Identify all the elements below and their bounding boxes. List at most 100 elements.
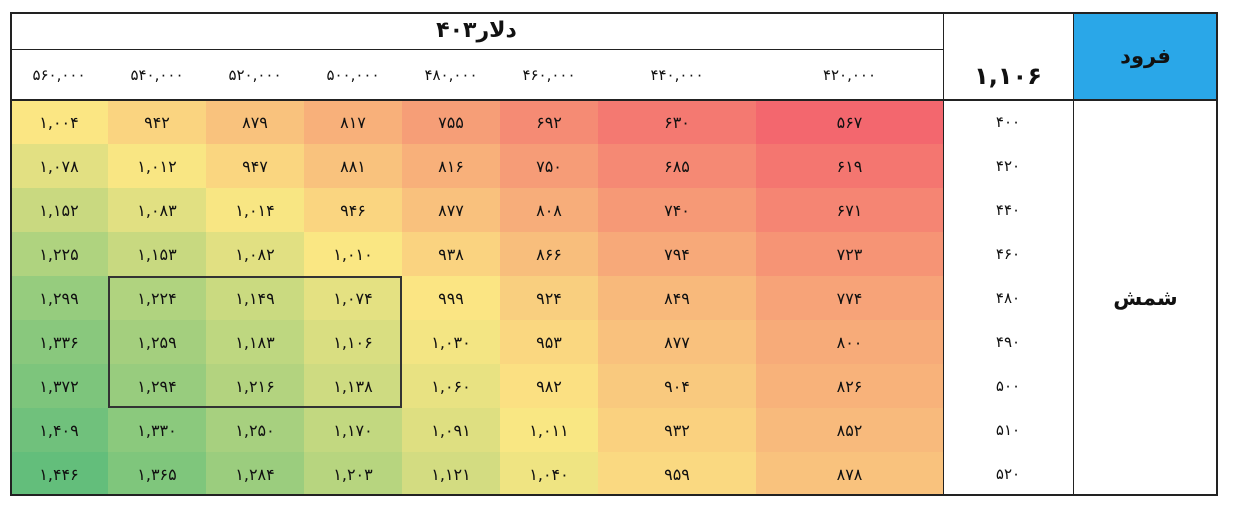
heatmap-cell: ۸۷۹ — [206, 100, 304, 144]
heatmap-cell: ۱,۱۳۸ — [304, 364, 402, 408]
heatmap-cell: ۹۸۲ — [500, 364, 598, 408]
heatmap-cell: ۸۷۷ — [598, 320, 756, 364]
heatmap-cell: ۷۴۰ — [598, 188, 756, 232]
heatmap-cell: ۶۸۵ — [598, 144, 756, 188]
heatmap-cell: ۱,۲۱۶ — [206, 364, 304, 408]
grid-line — [1073, 12, 1074, 496]
heatmap-cell: ۶۹۲ — [500, 100, 598, 144]
grid-line — [10, 49, 943, 50]
heatmap-cell: ۸۵۲ — [756, 408, 943, 452]
heatmap-cell: ۶۳۰ — [598, 100, 756, 144]
grid-line — [10, 12, 12, 496]
heatmap-cell: ۸۰۸ — [500, 188, 598, 232]
row-header: ۴۹۰ — [995, 333, 1021, 351]
heatmap-cell: ۱,۲۵۹ — [108, 320, 206, 364]
heatmap-table: ۵۶۷ ۶۳۰ ۶۹۲ ۷۵۵ ۸۱۷ ۸۷۹ ۹۴۲ ۱,۰۰۴ ۴۰۰ ۶۱۹ ۶۸۵ ۷۵۰ ۸۱… — [10, 12, 1218, 502]
heatmap-cell: ۱,۰۸۲ — [206, 232, 304, 276]
heatmap-cell: ۱,۰۶۰ — [402, 364, 500, 408]
row-header: ۴۸۰ — [995, 289, 1021, 307]
grid-line — [10, 99, 1073, 101]
row-header: ۴۶۰ — [995, 245, 1021, 263]
heatmap-cell: ۹۳۸ — [402, 232, 500, 276]
heatmap-cell: ۱,۱۸۳ — [206, 320, 304, 364]
row-header: ۵۰۰ — [995, 377, 1021, 395]
row-header: ۴۲۰ — [995, 157, 1021, 175]
heatmap-cell: ۸۷۸ — [756, 452, 943, 496]
heatmap-cell: ۵۶۷ — [756, 100, 943, 144]
chart-title: دلار۴۰۳ — [436, 18, 517, 43]
heatmap-cell: ۱,۲۲۴ — [108, 276, 206, 320]
heatmap-cell: ۱,۰۷۴ — [304, 276, 402, 320]
heatmap-cell: ۷۹۴ — [598, 232, 756, 276]
heatmap-cell: ۱,۳۳۶ — [10, 320, 108, 364]
heatmap-cell: ۱,۰۱۲ — [108, 144, 206, 188]
heatmap-cell: ۹۴۶ — [304, 188, 402, 232]
heatmap-cell: ۱,۲۲۵ — [10, 232, 108, 276]
heatmap-cell: ۱,۲۵۰ — [206, 408, 304, 452]
grid-line — [1073, 99, 1218, 101]
column-header: ۵۲۰,۰۰۰ — [228, 65, 282, 84]
heatmap-cell: ۹۲۴ — [500, 276, 598, 320]
heatmap-cell: ۸۱۷ — [304, 100, 402, 144]
heatmap-cell: ۸۶۶ — [500, 232, 598, 276]
heatmap-cell: ۹۵۳ — [500, 320, 598, 364]
heatmap-cell: ۹۴۷ — [206, 144, 304, 188]
heatmap-cell: ۱,۰۳۰ — [402, 320, 500, 364]
grid-line — [1216, 12, 1218, 496]
heatmap-cell: ۷۵۵ — [402, 100, 500, 144]
column-header: ۵۴۰,۰۰۰ — [130, 65, 184, 84]
price-value: ۱,۱۰۶ — [974, 62, 1042, 90]
heatmap-cell: ۱,۰۱۰ — [304, 232, 402, 276]
heatmap-cell: ۱,۰۰۴ — [10, 100, 108, 144]
heatmap-cell: ۱,۲۸۴ — [206, 452, 304, 496]
column-header: ۵۰۰,۰۰۰ — [326, 65, 380, 84]
column-header: ۴۸۰,۰۰۰ — [424, 65, 478, 84]
row-header: ۴۴۰ — [995, 201, 1021, 219]
heatmap-cell: ۱,۳۶۵ — [108, 452, 206, 496]
heatmap-cell: ۹۳۲ — [598, 408, 756, 452]
heatmap-cell: ۱,۱۵۳ — [108, 232, 206, 276]
heatmap-cell: ۸۸۱ — [304, 144, 402, 188]
column-header: ۵۶۰,۰۰۰ — [32, 65, 86, 84]
heatmap-cell: ۱,۰۹۱ — [402, 408, 500, 452]
heatmap-cell: ۹۰۴ — [598, 364, 756, 408]
heatmap-cell: ۷۷۴ — [756, 276, 943, 320]
heatmap-cell: ۸۷۷ — [402, 188, 500, 232]
heatmap-cell: ۶۷۱ — [756, 188, 943, 232]
heatmap-cell: ۱,۲۹۹ — [10, 276, 108, 320]
heatmap-cell: ۱,۱۲۱ — [402, 452, 500, 496]
heatmap-cell: ۱,۰۴۰ — [500, 452, 598, 496]
grid-line — [10, 12, 1218, 14]
heatmap-cell: ۸۴۹ — [598, 276, 756, 320]
heatmap-cell: ۱,۱۴۹ — [206, 276, 304, 320]
heatmap-cell: ۱,۳۷۲ — [10, 364, 108, 408]
column-header: ۴۶۰,۰۰۰ — [522, 65, 576, 84]
heatmap-cell: ۹۹۹ — [402, 276, 500, 320]
heatmap-cell: ۱,۳۳۰ — [108, 408, 206, 452]
heatmap-cell: ۸۱۶ — [402, 144, 500, 188]
heatmap-cell: ۱,۴۰۹ — [10, 408, 108, 452]
heatmap-cell: ۶۱۹ — [756, 144, 943, 188]
heatmap-cell: ۹۵۹ — [598, 452, 756, 496]
column-header: ۴۲۰,۰۰۰ — [822, 65, 877, 84]
heatmap-cell: ۸۲۶ — [756, 364, 943, 408]
heatmap-cell: ۱,۰۸۳ — [108, 188, 206, 232]
heatmap-grid: ۵۶۷ ۶۳۰ ۶۹۲ ۷۵۵ ۸۱۷ ۸۷۹ ۹۴۲ ۱,۰۰۴ ۴۰۰ ۶۱۹ ۶۸۵ ۷۵۰ ۸۱… — [10, 12, 1218, 502]
corner-label: فرود — [1073, 12, 1218, 100]
heatmap-cell: ۱,۰۱۱ — [500, 408, 598, 452]
grid-line — [10, 494, 1218, 496]
heatmap-cell: ۱,۲۹۴ — [108, 364, 206, 408]
row-header: ۵۱۰ — [995, 421, 1021, 439]
heatmap-cell: ۱,۱۵۲ — [10, 188, 108, 232]
highlight-box — [108, 276, 402, 408]
column-header: ۴۴۰,۰۰۰ — [650, 65, 704, 84]
heatmap-cell: ۸۰۰ — [756, 320, 943, 364]
row-header: ۴۰۰ — [995, 113, 1021, 131]
heatmap-cell: ۹۴۲ — [108, 100, 206, 144]
heatmap-cell: ۱,۰۷۸ — [10, 144, 108, 188]
heatmap-cell: ۱,۲۰۳ — [304, 452, 402, 496]
heatmap-cell: ۷۲۳ — [756, 232, 943, 276]
heatmap-cell: ۷۵۰ — [500, 144, 598, 188]
row-header: ۵۲۰ — [995, 465, 1021, 483]
row-group-label: شمش — [1113, 286, 1178, 310]
